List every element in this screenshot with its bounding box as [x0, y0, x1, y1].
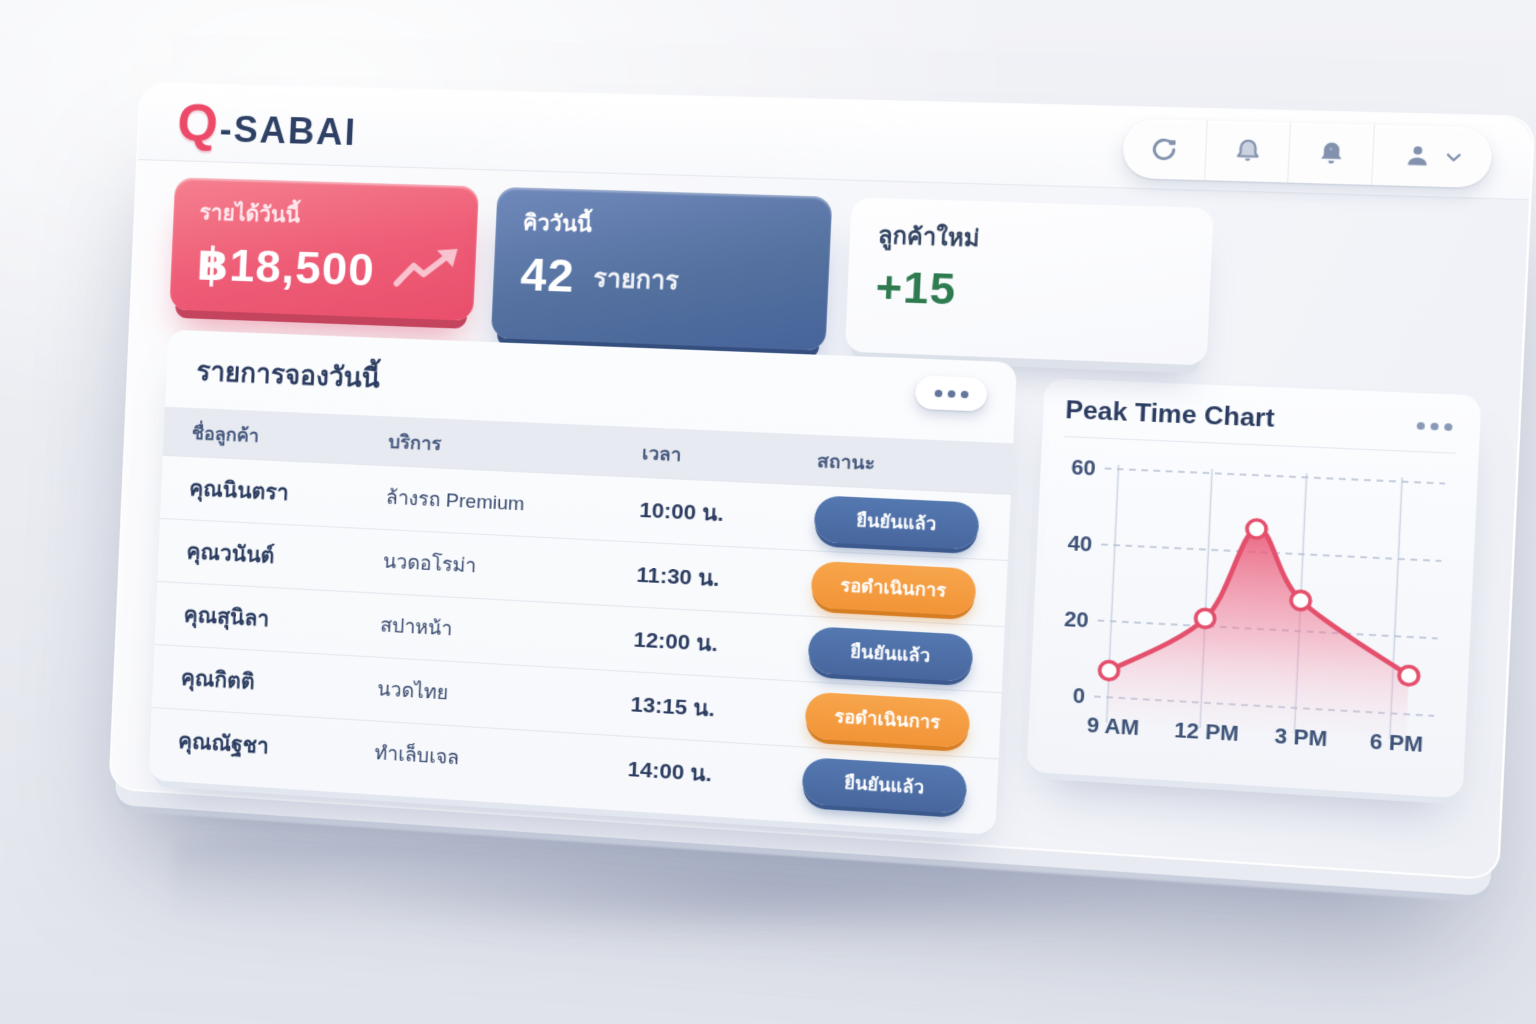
queue-label: คิววันนี้ [522, 211, 593, 237]
booking-time: 10:00 น. [638, 497, 725, 526]
logo-q-mark: Q [176, 93, 220, 153]
chart-title: Peak Time Chart [1064, 395, 1276, 434]
svg-text:6 PM: 6 PM [1369, 730, 1423, 757]
dashboard-panel: Q -SABAI [108, 82, 1536, 881]
customer-name: คุณนินตรา [188, 476, 290, 505]
column-header-status: สถานะ [816, 450, 876, 474]
service-name: สปาหน้า [379, 615, 453, 641]
svg-text:0: 0 [1072, 685, 1085, 709]
notifications-outline-button[interactable] [1204, 120, 1290, 182]
status-badge: ยืนยันแล้ว [807, 625, 974, 682]
header-toolbar [1121, 118, 1494, 188]
stat-card-queue: คิววันนี้ 42 รายการ [490, 186, 833, 351]
trend-up-icon [392, 245, 462, 299]
booking-time: 11:30 น. [636, 562, 720, 591]
chevron-down-icon [1441, 145, 1465, 167]
booking-time: 14:00 น. [627, 757, 713, 786]
queue-value: 42 [519, 248, 576, 303]
stat-card-revenue: รายได้วันนี้ ฿18,500 [169, 177, 480, 321]
new-customers-value: +15 [874, 261, 958, 314]
column-header-service: บริการ [388, 431, 442, 454]
column-header-time: เวลา [641, 442, 682, 465]
queue-unit: รายการ [592, 264, 680, 296]
svg-text:3 PM: 3 PM [1274, 725, 1328, 752]
svg-text:9 AM: 9 AM [1087, 714, 1140, 740]
svg-text:12 PM: 12 PM [1174, 719, 1240, 746]
svg-text:60: 60 [1071, 456, 1097, 480]
service-name: นวดอโรม่า [382, 551, 477, 578]
svg-text:40: 40 [1067, 532, 1093, 557]
bookings-card: รายการจองวันนี้ ชื่อลูกค้า บริการ เวลา ส… [148, 329, 1017, 835]
notifications-filled-button[interactable] [1287, 122, 1374, 185]
more-options-icon [934, 389, 942, 397]
service-name: นวดไทย [376, 679, 449, 705]
chart-more-options-button[interactable] [1412, 417, 1457, 435]
peak-time-chart-svg: 0 20 40 60 9 AM 12 PM 3 PM 6 PM [1064, 456, 1455, 757]
status-badge: ยืนยันแล้ว [813, 494, 980, 550]
peak-time-chart-card: Peak Time Chart 0 20 40 60 9 AM 12 PM 3 PM 6 PM [1026, 378, 1482, 799]
refresh-button[interactable] [1122, 118, 1207, 180]
content-area: รายได้วันนี้ ฿18,500 คิววันนี้ 42 รายการ [111, 160, 1529, 867]
status-badge: รอดำเนินการ [810, 560, 977, 616]
revenue-label: รายได้วันนี้ [199, 201, 301, 228]
status-badge: รอดำเนินการ [804, 691, 971, 748]
service-name: ล้างรถ Premium [385, 487, 525, 516]
revenue-value: ฿18,500 [196, 238, 376, 296]
bell-filled-icon [1314, 138, 1347, 169]
column-header-name: ชื่อลูกค้า [191, 422, 260, 446]
bookings-more-options-button[interactable] [914, 375, 988, 412]
customer-name: คุณสุนิลา [183, 602, 270, 631]
customer-name: คุณกิตติ [180, 666, 256, 694]
bell-outline-icon [1231, 136, 1264, 167]
stats-row: รายได้วันนี้ ฿18,500 คิววันนี้ 42 รายการ [169, 177, 1485, 376]
logo-wordmark: -SABAI [218, 107, 358, 153]
profile-menu-button[interactable] [1371, 124, 1494, 188]
booking-time: 12:00 น. [633, 627, 719, 656]
stat-card-new-customers: ลูกค้าใหม่ +15 [844, 197, 1214, 366]
service-name: ทำเล็บเจล [374, 742, 460, 770]
user-icon [1400, 140, 1433, 171]
booking-time: 13:15 น. [630, 692, 716, 721]
customer-name: คุณณัฐชา [177, 729, 270, 758]
chart-plot-area: 0 20 40 60 9 AM 12 PM 3 PM 6 PM [1049, 436, 1456, 785]
new-customers-label: ลูกค้าใหม่ [877, 222, 981, 252]
status-badge: ยืนยันแล้ว [801, 756, 968, 814]
refresh-icon [1148, 134, 1181, 165]
app-logo: Q -SABAI [176, 93, 358, 154]
more-options-icon [1416, 421, 1426, 430]
svg-text:20: 20 [1064, 608, 1090, 633]
customer-name: คุณวนันต์ [186, 539, 275, 568]
